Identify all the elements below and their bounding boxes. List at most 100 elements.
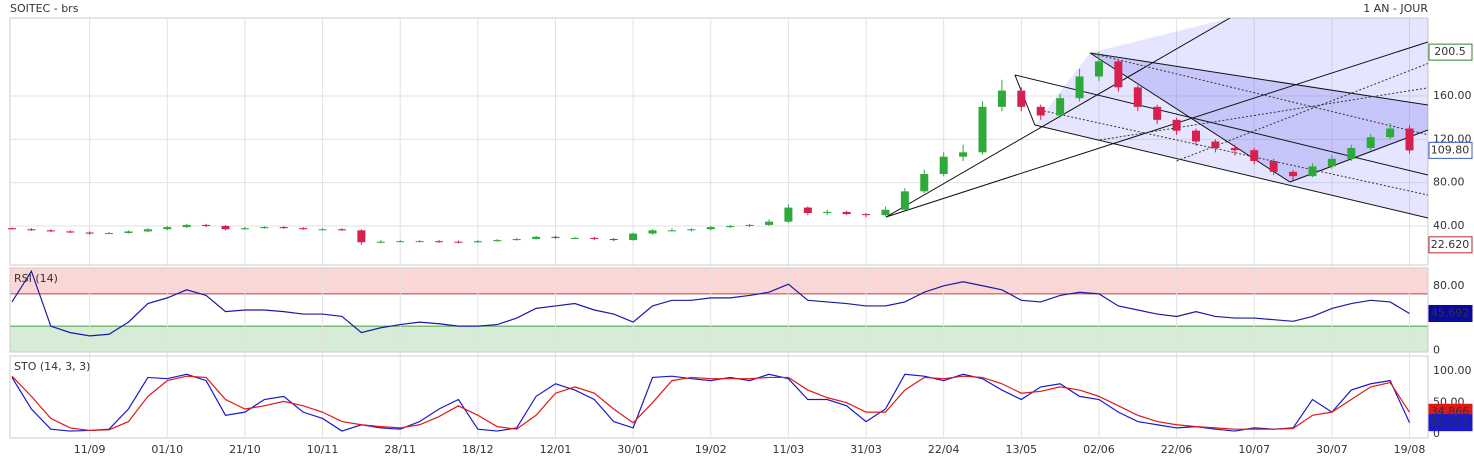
channel-fill [1090, 52, 1428, 183]
candle-body [1269, 161, 1278, 172]
x-tick-label: 31/03 [850, 443, 882, 456]
candle-body [124, 231, 133, 234]
candle-body [1036, 106, 1045, 116]
channel-dashed-line [1099, 87, 1428, 141]
x-tick-label: 01/10 [151, 443, 183, 456]
chart-title: SOITEC - brs [10, 2, 79, 15]
candle-body [609, 239, 618, 241]
candle-body [163, 227, 172, 230]
candle-body [1405, 128, 1414, 151]
y-tick-label: 0 [1433, 343, 1440, 356]
value-badge [1428, 236, 1473, 254]
candle-body [687, 229, 696, 231]
channel-dashed-line [1089, 52, 1428, 136]
panel-frame [9, 17, 1429, 266]
candle-body [764, 221, 773, 225]
rsi-oversold-band [10, 326, 1428, 352]
candle-body [726, 226, 735, 228]
y-tick-label: 80.00 [1433, 279, 1465, 292]
candle-body [85, 232, 94, 234]
x-tick-label: 22/04 [928, 443, 960, 456]
x-tick-label: 28/11 [384, 443, 416, 456]
sto-line [11, 373, 1411, 432]
candle-body [337, 229, 346, 231]
candle-body [221, 226, 230, 230]
value-badge-label: 200.5 [1434, 45, 1466, 58]
y-tick-label: 40.00 [1433, 219, 1465, 232]
x-tick-label: 30/01 [617, 443, 649, 456]
value-badge [1428, 141, 1473, 159]
y-tick-label: 0 [1433, 427, 1440, 440]
channel-line [885, 18, 1231, 218]
candle-body [842, 211, 851, 215]
candle-body [590, 237, 599, 239]
x-tick-label: 22/06 [1161, 443, 1193, 456]
candle-body [551, 236, 560, 238]
candle-body [881, 209, 890, 216]
candle-body [900, 191, 909, 210]
candle-body [182, 224, 191, 228]
candle-body [279, 227, 288, 229]
chart-subtitle: 1 AN - JOUR [1363, 2, 1428, 15]
candle-body [376, 241, 385, 243]
candle-body [1114, 61, 1123, 88]
candle-body [1366, 137, 1375, 148]
candle-body [1094, 61, 1103, 77]
value-badge [1428, 43, 1473, 61]
candle-body [1017, 90, 1026, 107]
candle-body [318, 229, 327, 231]
candle-body [1172, 119, 1181, 131]
candle-body [1056, 98, 1065, 116]
channel-line [885, 41, 1428, 218]
candle-body [143, 229, 152, 232]
x-tick-label: 30/07 [1316, 443, 1348, 456]
value-badge-label: 109.80 [1431, 143, 1470, 156]
candle-body [1133, 87, 1142, 107]
candle-body [299, 228, 308, 230]
candle-body [8, 228, 16, 230]
candle-body [1250, 150, 1259, 161]
candle-body [357, 230, 366, 243]
candle-body [823, 211, 832, 213]
candle-body [745, 224, 754, 226]
candle-body [1327, 158, 1336, 167]
panel-frame [9, 267, 1429, 353]
candle-body [667, 230, 676, 232]
candle-body [240, 228, 249, 230]
value-badge-label: 18.311 [1431, 416, 1470, 429]
candle-body [784, 207, 793, 222]
channel-line [1034, 124, 1428, 219]
y-tick-label: 160.00 [1433, 89, 1472, 102]
rsi-overbought-band [10, 268, 1428, 294]
candle-body [1075, 76, 1084, 99]
candle-body [260, 227, 269, 229]
x-tick-label: 21/10 [229, 443, 261, 456]
sto-line [11, 375, 1411, 432]
x-tick-label: 13/05 [1005, 443, 1037, 456]
x-tick-label: 11/03 [773, 443, 805, 456]
rsi-line [11, 269, 1410, 337]
candle-body [396, 241, 405, 243]
candle-body [1386, 128, 1395, 138]
candle-body [473, 241, 482, 243]
candle-body [202, 224, 211, 226]
candle-body [512, 239, 521, 241]
candle-body [959, 152, 968, 157]
candle-body [415, 241, 424, 243]
candle-body [1347, 148, 1356, 159]
candle-body [706, 227, 715, 230]
candle-body [46, 230, 55, 232]
candle-body [978, 106, 987, 153]
candle-body [1230, 148, 1239, 151]
value-badge-label: 22.620 [1431, 238, 1470, 251]
x-tick-label: 02/06 [1083, 443, 1115, 456]
candle-body [454, 241, 463, 243]
candle-body [532, 236, 541, 239]
channel-line [1014, 74, 1428, 176]
candle-body [493, 240, 502, 242]
candle-body [648, 230, 657, 234]
candle-body [1289, 171, 1298, 177]
x-tick-label: 19/02 [695, 443, 727, 456]
candle-body [862, 214, 871, 216]
